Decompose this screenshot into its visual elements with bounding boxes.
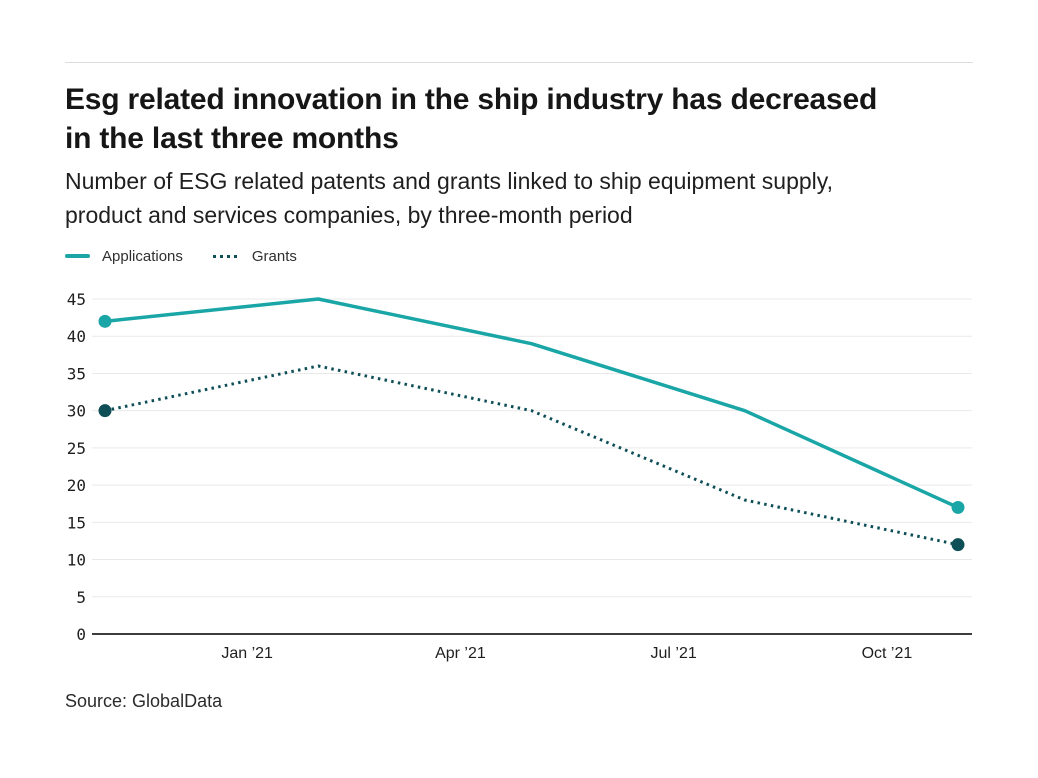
x-tick-label: Jan ’21 bbox=[221, 645, 273, 662]
legend-item-applications: Applications bbox=[65, 248, 183, 265]
chart-subtitle-line-2: product and services companies, by three… bbox=[65, 202, 633, 228]
chart-title-line-2: in the last three months bbox=[65, 122, 399, 155]
x-tick-label: Apr ’21 bbox=[435, 645, 486, 662]
applications-line-swatch bbox=[65, 254, 90, 258]
series-grants bbox=[98, 364, 965, 552]
chart-title: Esg related innovation in the ship indus… bbox=[65, 80, 1005, 158]
gridlines bbox=[92, 298, 972, 635]
legend-item-grants: Grants bbox=[212, 247, 297, 265]
series-applications bbox=[98, 297, 965, 514]
x-tick-label: Oct ’21 bbox=[862, 645, 913, 662]
y-tick-label: 15 bbox=[67, 513, 86, 532]
chart-title-line-1: Esg related innovation in the ship indus… bbox=[65, 83, 878, 116]
y-tick-label: 45 bbox=[67, 290, 86, 309]
series-applications-point-marker bbox=[951, 500, 965, 514]
y-tick-label: 10 bbox=[67, 551, 86, 570]
y-tick-label: 5 bbox=[76, 588, 86, 607]
series-grants-point-marker bbox=[98, 404, 112, 418]
chart-subtitle-line-1: Number of ESG related patents and grants… bbox=[65, 168, 833, 194]
y-tick-label: 25 bbox=[67, 439, 86, 458]
top-divider bbox=[65, 62, 973, 63]
y-tick-label: 40 bbox=[67, 327, 86, 346]
x-axis-labels: Jan ’21 Apr ’21 Jul ’21 Oct ’21 bbox=[221, 645, 912, 662]
source-attribution: Source: GlobalData bbox=[65, 691, 223, 711]
y-tick-label: 0 bbox=[76, 625, 86, 644]
series-applications-line bbox=[103, 297, 960, 510]
y-tick-label: 20 bbox=[67, 476, 86, 495]
legend: Applications Grants bbox=[65, 246, 297, 266]
grants-line-swatch bbox=[212, 254, 240, 258]
series-applications-point-marker bbox=[98, 314, 112, 328]
series-grants-line bbox=[104, 364, 959, 547]
legend-label-grants: Grants bbox=[251, 247, 297, 265]
y-axis-labels: 0 5 10 15 20 25 30 35 40 45 bbox=[67, 290, 86, 644]
legend-label-applications: Applications bbox=[102, 247, 183, 265]
series-grants-point-marker bbox=[951, 538, 965, 552]
chart-subtitle: Number of ESG related patents and grants… bbox=[65, 164, 1005, 232]
y-tick-label: 35 bbox=[67, 364, 86, 383]
y-tick-label: 30 bbox=[67, 402, 86, 421]
x-tick-label: Jul ’21 bbox=[651, 645, 697, 662]
